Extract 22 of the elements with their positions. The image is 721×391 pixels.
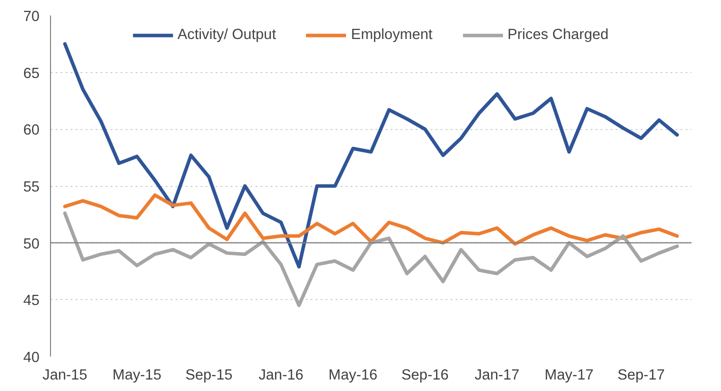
y-tick-label: 70 (23, 9, 40, 25)
line-series (63, 193, 679, 246)
y-tick-label: 55 (23, 180, 40, 196)
x-tick-label: May-15 (112, 368, 162, 384)
line-series (63, 42, 679, 268)
legend-label: Employment (351, 27, 433, 43)
y-tick-label: 45 (23, 293, 40, 310)
y-tick-label: 65 (23, 66, 40, 82)
x-tick-label: Sep-15 (185, 368, 233, 384)
x-tick-label: Sep-16 (401, 368, 449, 384)
legend-label: Activity/ Output (177, 27, 276, 43)
legend-label: Prices Charged (508, 27, 609, 43)
x-tick-label: Jan-16 (258, 368, 304, 384)
y-tick-label: 40 (23, 350, 40, 366)
x-tick-label: Jan-17 (474, 368, 520, 384)
y-tick-label: 50 (23, 236, 40, 252)
y-tick-label: 60 (23, 122, 40, 139)
x-tick-label: Jan-15 (42, 368, 88, 384)
x-tick-label: Sep-17 (617, 368, 665, 384)
x-tick-label: May-17 (544, 368, 594, 384)
line-series (63, 212, 679, 308)
x-tick-label: May-16 (328, 368, 378, 384)
